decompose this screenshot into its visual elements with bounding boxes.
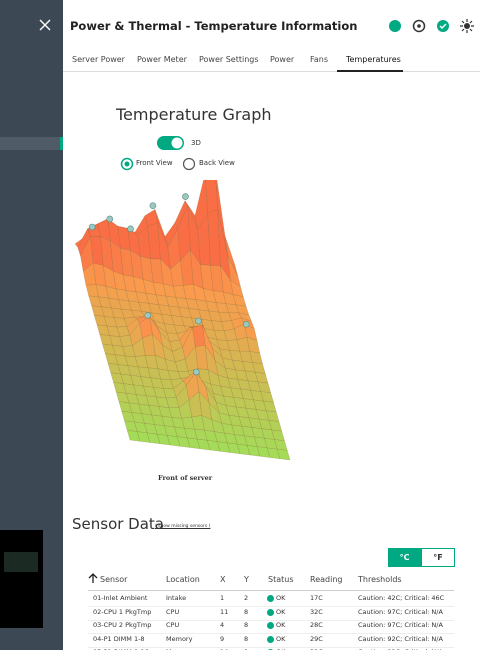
close-button[interactable] bbox=[38, 18, 52, 32]
power-icon[interactable] bbox=[389, 20, 401, 32]
table-cell: 8 bbox=[244, 621, 249, 629]
toggle-label: 3D bbox=[191, 139, 201, 147]
table-cell: Caution: 97C; Critical: N/A bbox=[358, 621, 443, 629]
table-cell: 8 bbox=[244, 634, 249, 643]
table-cell: Caution: 97C; Critical: N/A bbox=[358, 607, 443, 616]
table-cell: Caution: 42C; Critical: 46C bbox=[358, 594, 445, 602]
table-cell: 4 bbox=[220, 621, 225, 629]
tab[interactable]: Temperatures bbox=[346, 55, 401, 64]
tab[interactable]: Power Meter bbox=[137, 55, 187, 64]
front-view-label: Front View bbox=[136, 159, 173, 167]
table-cell: 9 bbox=[220, 634, 225, 643]
row-rule bbox=[88, 633, 454, 634]
status-ok-icon bbox=[267, 608, 274, 616]
table-cell: 17C bbox=[310, 594, 323, 602]
table-cell: Caution: 92C; Critical: N/A bbox=[358, 634, 443, 643]
status-ok-icon bbox=[267, 622, 274, 629]
tab[interactable]: Power bbox=[270, 55, 295, 64]
table-header: Sensor bbox=[100, 575, 128, 584]
temperature-surface bbox=[74, 180, 291, 460]
table-cell: 1 bbox=[220, 594, 225, 602]
thumbnail-image bbox=[4, 552, 38, 572]
table-cell: 8 bbox=[244, 607, 249, 616]
tab[interactable]: Fans bbox=[310, 55, 329, 64]
sidebar bbox=[0, 0, 63, 650]
sensor-marker bbox=[149, 202, 157, 210]
sensor-marker bbox=[182, 193, 189, 200]
sensor-marker bbox=[192, 368, 200, 376]
table-header: Location bbox=[166, 575, 200, 584]
table-cell: OK bbox=[276, 634, 286, 643]
table-cell: CPU bbox=[166, 607, 180, 616]
table-cell: OK bbox=[276, 648, 285, 650]
tab-divider bbox=[63, 71, 480, 72]
row-rule bbox=[88, 606, 454, 607]
front-view-radio[interactable] bbox=[120, 157, 134, 171]
back-view-label: Back View bbox=[199, 159, 235, 167]
header-rule bbox=[88, 590, 454, 591]
locator-icon[interactable] bbox=[412, 19, 426, 33]
table-cell: 11 bbox=[220, 607, 229, 616]
status-ok-icon bbox=[267, 595, 274, 602]
table-cell: 8 bbox=[244, 648, 248, 650]
sensor-marker bbox=[88, 223, 96, 231]
graph-caption: Front of server bbox=[158, 474, 213, 482]
tab[interactable]: Power Settings bbox=[199, 55, 259, 64]
table-cell: 29C bbox=[310, 634, 323, 643]
table-cell: 32C bbox=[310, 607, 323, 616]
table-header: Status bbox=[268, 575, 294, 584]
page-title: Power & Thermal - Temperature Informatio… bbox=[70, 19, 358, 33]
3d-toggle[interactable] bbox=[157, 136, 185, 150]
row-rule bbox=[88, 619, 454, 621]
table-cell: 05-P1 DIMM 9-16 bbox=[93, 648, 149, 650]
sensor-marker bbox=[106, 215, 114, 223]
table-cell: OK bbox=[276, 621, 286, 629]
row-rule bbox=[88, 646, 454, 648]
tab[interactable]: Server Power bbox=[72, 55, 125, 64]
table-header: X bbox=[220, 575, 226, 584]
table-cell: OK bbox=[276, 607, 286, 616]
table-cell: CPU bbox=[166, 621, 180, 629]
sensor-title: Sensor Data bbox=[72, 515, 164, 533]
back-view-radio[interactable] bbox=[182, 157, 196, 171]
table-cell: 02-CPU 1 PkgTmp bbox=[93, 607, 152, 616]
missing-sensors-link[interactable]: ( show missing sensors ) bbox=[155, 524, 211, 529]
table-cell: Intake bbox=[166, 594, 187, 602]
selected-nav-item[interactable] bbox=[0, 137, 63, 150]
sensor-marker bbox=[144, 312, 152, 319]
server-thumbnail bbox=[0, 530, 43, 628]
fahrenheit-button[interactable]: °F bbox=[421, 548, 455, 567]
table-cell: Memory bbox=[166, 648, 192, 650]
table-header: Thresholds bbox=[358, 575, 402, 584]
table-cell: Memory bbox=[166, 634, 193, 643]
sensor-marker bbox=[195, 317, 202, 325]
table-cell: 03-CPU 2 PkgTmp bbox=[93, 621, 152, 629]
table-header: Y bbox=[244, 575, 249, 584]
table-cell: OK bbox=[276, 594, 286, 602]
table-cell: 28C bbox=[310, 621, 323, 629]
table-cell: 04-P1 DIMM 1-8 bbox=[93, 634, 145, 643]
status-icons bbox=[389, 19, 474, 33]
table-cell: 32C bbox=[310, 648, 323, 650]
graph-title: Temperature Graph bbox=[116, 105, 272, 124]
theme-icon[interactable] bbox=[460, 19, 474, 33]
table-cell: Caution: 92C; Critical: N/A bbox=[358, 648, 443, 650]
status-ok-icon bbox=[267, 635, 274, 643]
sensor-marker bbox=[242, 320, 250, 328]
surface-cell bbox=[276, 448, 291, 460]
sort-arrow[interactable] bbox=[87, 572, 99, 584]
table-cell: 2 bbox=[244, 594, 249, 602]
table-header: Reading bbox=[310, 575, 343, 584]
table-cell: 14 bbox=[220, 648, 228, 650]
active-tab-underline bbox=[337, 70, 403, 72]
sensor-marker bbox=[127, 225, 134, 233]
table-cell: 01-Inlet Ambient bbox=[93, 594, 148, 602]
celsius-button[interactable]: °C bbox=[388, 548, 421, 567]
